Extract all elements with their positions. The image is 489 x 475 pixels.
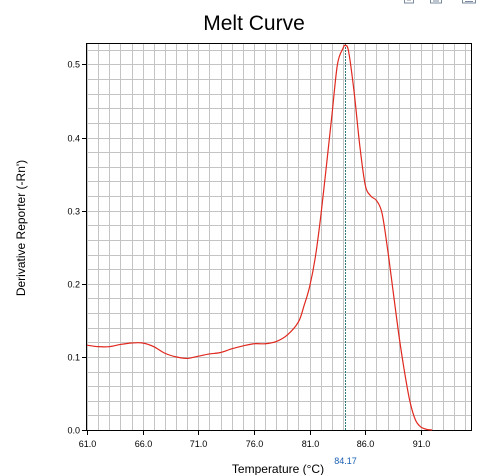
y-tick-label: 0.0 <box>67 426 80 436</box>
export-icon[interactable] <box>462 0 476 4</box>
grid <box>87 44 471 431</box>
x-tick-label: 61.0 <box>79 439 97 449</box>
tm-marker-label: 84.17 <box>334 456 357 466</box>
y-tick-label: 0.4 <box>67 134 80 144</box>
y-tick-label: 0.2 <box>67 280 80 290</box>
options-icon[interactable] <box>430 0 442 4</box>
x-tick-label: 91.0 <box>413 439 431 449</box>
y-axis-tick-labels: 0.0 0.1 0.2 0.3 0.4 0.5 <box>67 60 80 436</box>
x-tick-label: 71.0 <box>190 439 208 449</box>
x-tick-label: 66.0 <box>135 439 153 449</box>
x-tick-label: 81.0 <box>302 439 320 449</box>
x-axis-tick-labels: 61.0 66.0 71.0 76.0 81.0 86.0 91.0 <box>79 439 431 449</box>
axis-ticks <box>82 64 422 435</box>
toolbar <box>404 0 476 4</box>
y-tick-label: 0.1 <box>67 353 80 363</box>
zoom-icon[interactable] <box>404 0 414 4</box>
plot-area <box>86 43 472 431</box>
series-layer <box>86 44 433 431</box>
x-tick-label: 86.0 <box>357 439 375 449</box>
series-line <box>86 44 433 431</box>
y-tick-label: 0.5 <box>67 60 80 70</box>
x-tick-label: 76.0 <box>246 439 264 449</box>
y-tick-label: 0.3 <box>67 207 80 217</box>
chart-title: Melt Curve <box>203 12 305 35</box>
tm-marker: 84.17 <box>334 44 357 466</box>
y-axis-label: Derivative Reporter (-Rn') <box>14 160 28 296</box>
x-axis-label: Temperature (°C) <box>232 462 324 475</box>
